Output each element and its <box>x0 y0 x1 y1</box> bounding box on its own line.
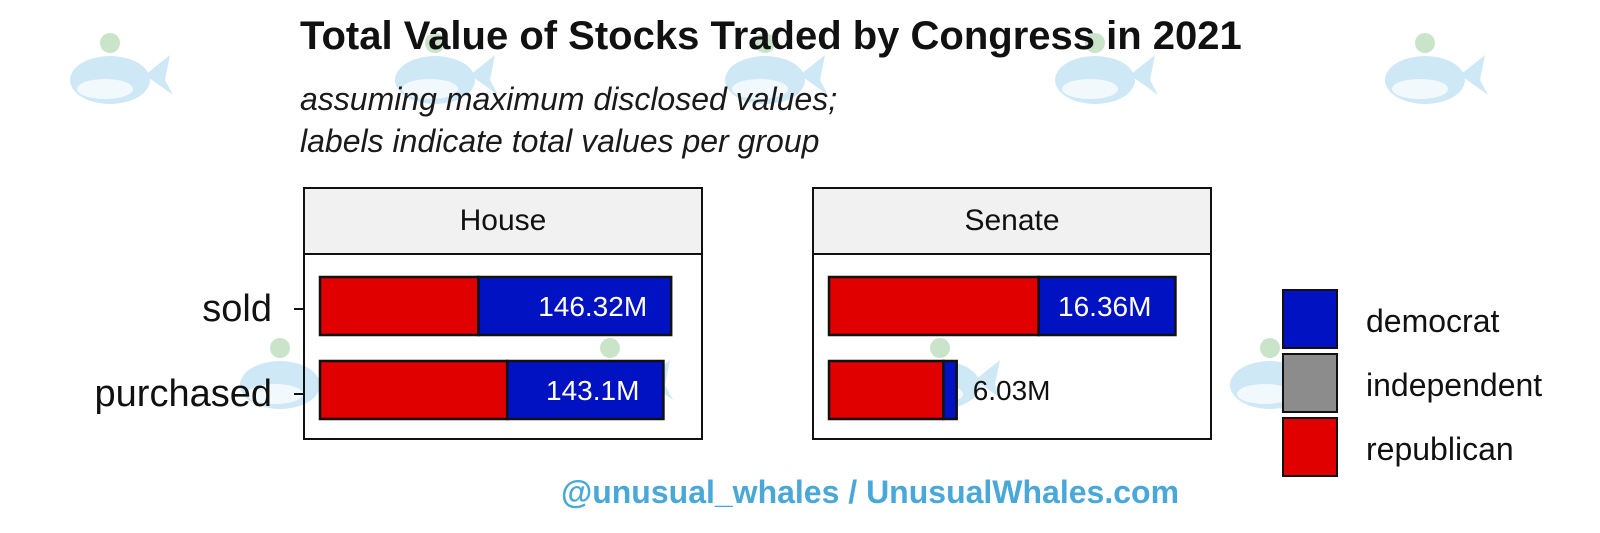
legend-item-republican: republican <box>1282 417 1514 477</box>
facet-panel-house: House 146.32M 143.1M <box>303 187 703 440</box>
plot-area-house: 146.32M 143.1M <box>305 255 700 437</box>
bar-senate-purchased-republican <box>827 359 945 421</box>
data-label-house-purchased: 143.1M <box>546 375 639 406</box>
bar-senate-purchased-democrat <box>942 359 958 421</box>
bar-house-sold-republican <box>318 275 480 337</box>
bar-house-purchased-democrat <box>505 359 665 421</box>
facet-strip-senate: Senate <box>814 189 1210 255</box>
legend-item-independent: independent <box>1282 353 1542 413</box>
chart-subtitle-line-1: assuming maximum disclosed values; <box>300 81 838 117</box>
y-tick-label-purchased: purchased <box>94 373 272 415</box>
y-tick-sold <box>294 308 303 310</box>
y-tick-purchased <box>294 393 303 395</box>
legend-key-democrat <box>1282 289 1338 349</box>
chart-title: Total Value of Stocks Traded by Congress… <box>300 14 1242 58</box>
bar-senate-sold-democrat <box>1037 275 1177 337</box>
bar-house-purchased-republican <box>318 359 509 421</box>
legend-item-democrat: democrat <box>1282 289 1499 349</box>
data-label-senate-sold: 16.36M <box>1058 291 1151 322</box>
facet-panel-senate: Senate 16.36M 6.03M <box>812 187 1212 440</box>
legend-key-independent <box>1282 353 1338 413</box>
bar-house-sold-democrat <box>477 275 673 337</box>
whale-watermark-icon <box>1055 33 1158 104</box>
data-label-house-sold: 146.32M <box>538 291 647 322</box>
y-tick-label-sold: sold <box>202 288 272 330</box>
legend-key-republican <box>1282 417 1338 477</box>
whale-watermark-icon <box>1385 33 1488 104</box>
plot-area-senate: 16.36M 6.03M <box>814 255 1209 437</box>
whale-watermark-icon <box>395 33 498 104</box>
data-label-senate-purchased: 6.03M <box>973 375 1051 406</box>
facet-strip-house: House <box>305 189 701 255</box>
source-caption: @unusual_whales / UnusualWhales.com <box>561 474 1180 510</box>
legend-label-democrat: democrat <box>1366 303 1500 339</box>
chart-subtitle-line-2: labels indicate total values per group <box>300 123 820 159</box>
whale-watermark-icon <box>70 33 173 104</box>
bar-senate-sold-republican <box>827 275 1040 337</box>
legend-label-republican: republican <box>1366 431 1514 467</box>
legend-label-independent: independent <box>1366 367 1543 403</box>
whale-watermark-icon <box>725 33 828 104</box>
